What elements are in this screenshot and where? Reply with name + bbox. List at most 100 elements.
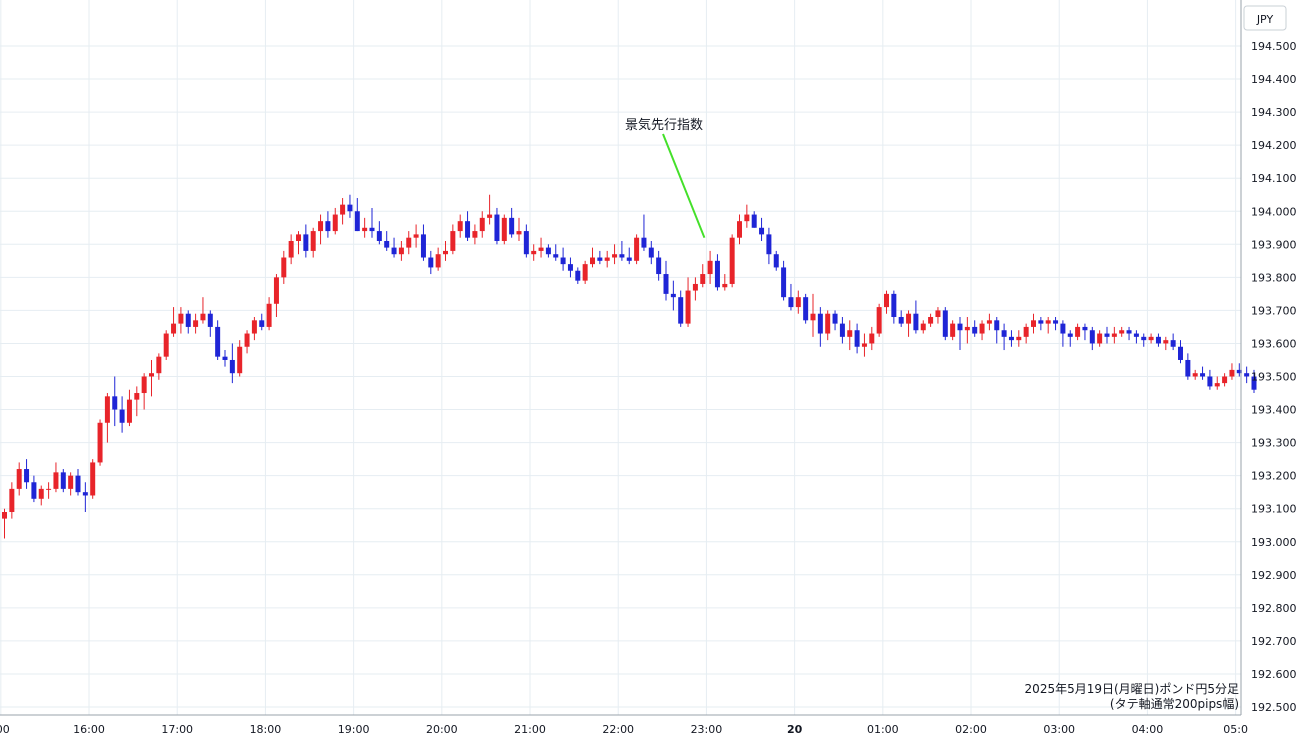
candle-down — [891, 290, 897, 324]
candle-down — [384, 231, 390, 251]
candle-body — [663, 274, 669, 294]
candle-down — [523, 224, 529, 258]
candle-down — [656, 250, 662, 281]
candle-body — [501, 217, 507, 241]
candle-up — [16, 462, 22, 496]
candle-body — [560, 257, 566, 265]
y-tick-label: 194.100 — [1251, 172, 1297, 185]
price-axis[interactable]: 194.500 194.400 194.300 194.200 194.100 194.0… — [1251, 40, 1297, 714]
candle-body — [251, 320, 257, 334]
candle-body — [244, 333, 250, 347]
candle-up — [141, 373, 147, 410]
candle-body — [773, 254, 779, 268]
candle-down — [1126, 326, 1132, 341]
candle-body — [266, 303, 272, 327]
candle-down — [259, 313, 265, 331]
candle-up — [700, 264, 706, 288]
candle-body — [920, 323, 926, 331]
candle-body — [391, 247, 397, 255]
candle-up — [487, 194, 493, 225]
x-tick-label: 23:00 — [691, 723, 723, 736]
candle-down — [24, 459, 30, 489]
candle-up — [516, 217, 522, 241]
candle-up — [1229, 363, 1235, 380]
candle-down — [119, 396, 125, 433]
candle-down — [1053, 317, 1059, 331]
candle-up — [1214, 376, 1220, 390]
x-tick-label: 17:00 — [161, 723, 193, 736]
candle-up — [237, 340, 243, 377]
candle-body — [582, 264, 588, 281]
candle-body — [450, 231, 456, 251]
candle-down — [465, 211, 471, 241]
candle-body — [707, 260, 713, 275]
candles — [2, 194, 1257, 539]
candle-body — [332, 214, 338, 232]
candle-down — [1067, 330, 1073, 347]
candle-body — [678, 297, 684, 324]
candle-body — [185, 313, 191, 327]
time-axis[interactable]: :00 16:00 17:00 18:00 19:00 20:00 21:00 22:00 23… — [0, 723, 1248, 736]
candle-body — [810, 313, 816, 321]
candle-up — [744, 204, 750, 228]
candle-up — [729, 234, 735, 288]
candle-body — [817, 313, 823, 334]
candle-down — [1244, 366, 1250, 384]
candle-body — [112, 396, 118, 410]
candle-body — [207, 313, 213, 327]
candle-body — [435, 254, 441, 268]
y-tick-label: 192.500 — [1251, 701, 1297, 714]
candle-up — [332, 207, 338, 235]
candle-body — [928, 317, 934, 324]
candle-body — [1155, 336, 1161, 344]
currency-badge[interactable]: JPY — [1243, 5, 1287, 31]
candle-down — [509, 207, 515, 238]
candle-body — [876, 307, 882, 334]
candle-body — [31, 482, 37, 499]
candle-up — [1016, 330, 1022, 347]
candle-body — [354, 211, 360, 232]
candle-body — [744, 214, 750, 222]
candle-up — [281, 250, 287, 284]
candle-body — [60, 472, 66, 489]
candle-body — [781, 267, 787, 298]
candle-body — [1111, 333, 1117, 337]
candle-body — [479, 217, 485, 232]
candle-body — [398, 247, 404, 255]
candle-down — [545, 244, 551, 258]
candle-body — [310, 231, 316, 251]
annotation-label: 景気先行指数 — [625, 117, 703, 133]
candle-body — [281, 257, 287, 278]
candle-body — [545, 247, 551, 255]
candle-body — [362, 227, 368, 232]
candle-body — [729, 237, 735, 284]
candle-body — [957, 323, 963, 331]
candle-body — [942, 310, 948, 337]
candle-body — [273, 277, 279, 304]
candle-body — [134, 393, 140, 400]
candle-up — [200, 297, 206, 324]
candle-body — [1178, 346, 1183, 360]
candle-body — [237, 346, 243, 374]
candle-body — [788, 297, 794, 308]
candle-up — [435, 247, 441, 271]
candle-body — [303, 234, 309, 251]
x-tick-label: 03:00 — [1043, 723, 1075, 736]
candle-up — [1163, 336, 1169, 351]
y-tick-label: 193.600 — [1251, 337, 1297, 350]
candle-up — [590, 247, 595, 268]
candle-up — [9, 482, 15, 519]
candle-body — [104, 396, 110, 423]
candle-body — [420, 234, 426, 258]
candle-up — [737, 214, 742, 245]
candle-body — [685, 290, 691, 324]
candle-body — [766, 234, 772, 255]
candle-body — [163, 333, 169, 357]
candle-body — [2, 512, 7, 519]
candle-down — [773, 250, 779, 271]
candle-up — [1148, 333, 1154, 344]
candle-body — [1045, 320, 1051, 324]
candle-down — [641, 214, 647, 251]
